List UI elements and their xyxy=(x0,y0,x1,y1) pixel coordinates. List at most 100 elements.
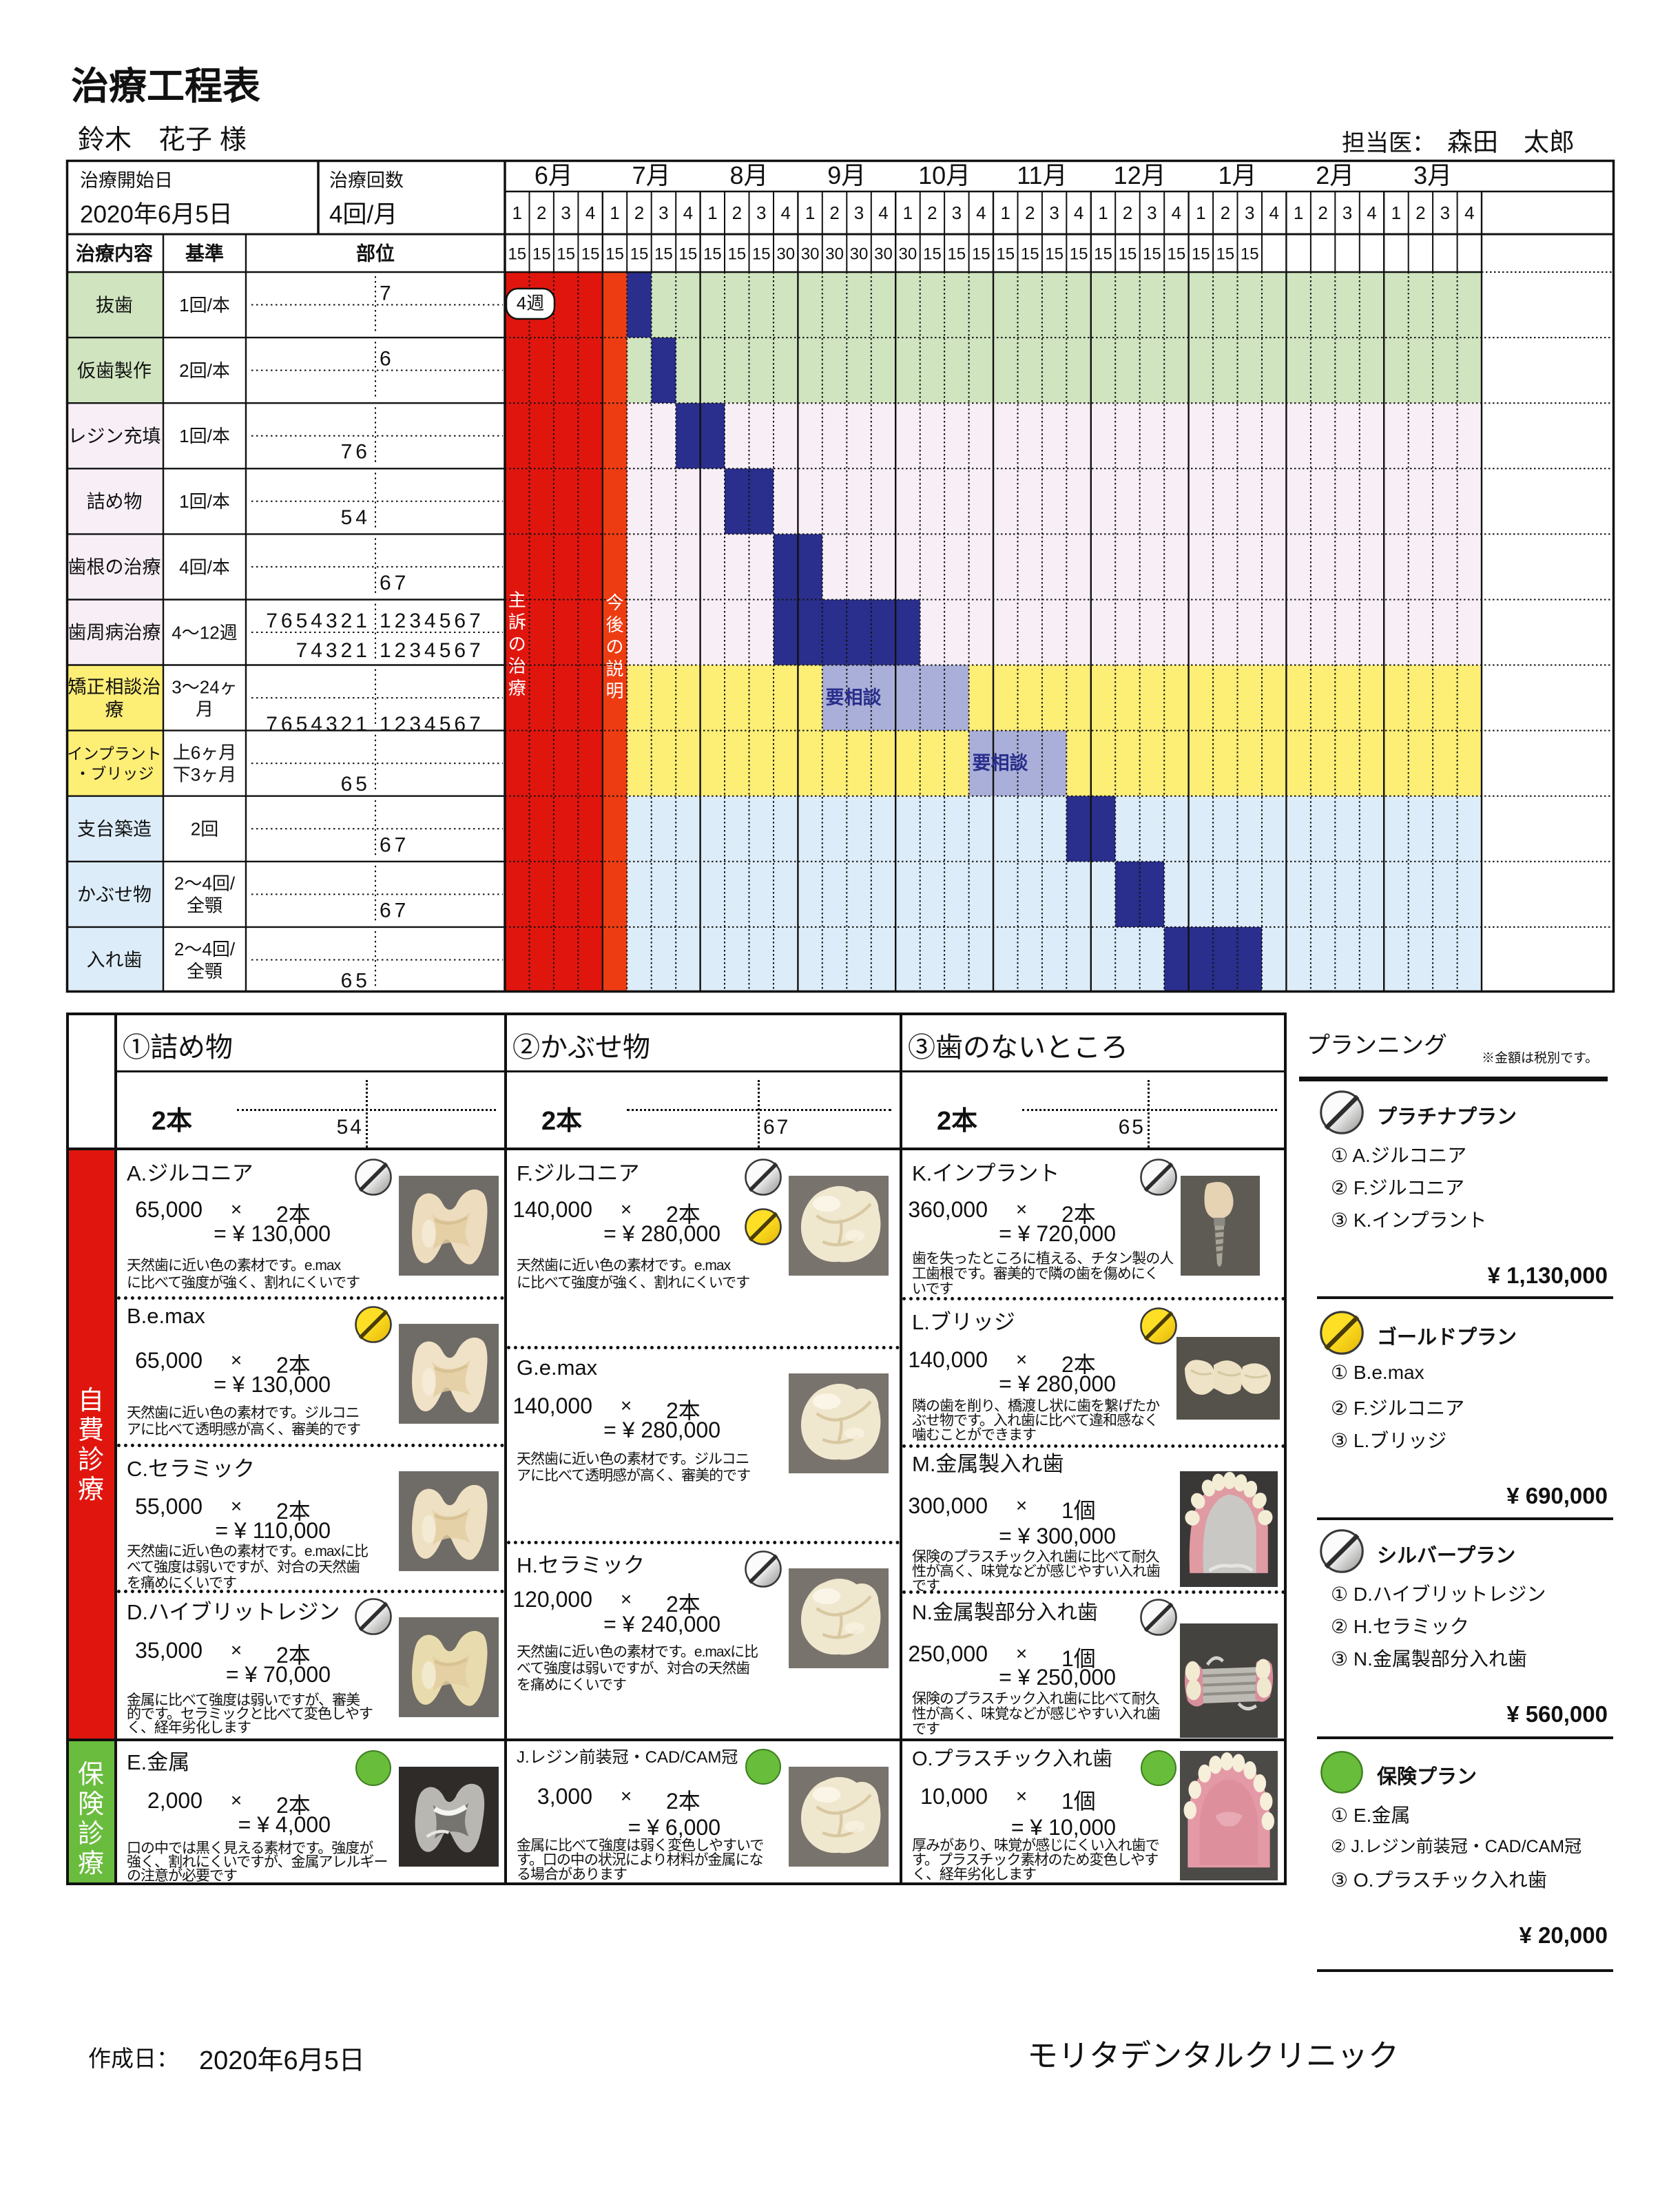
svg-text:の: の xyxy=(508,634,526,654)
svg-text:仮歯製作: 仮歯製作 xyxy=(77,360,152,381)
svg-text:今: 今 xyxy=(605,592,623,613)
svg-text:入れ歯: 入れ歯 xyxy=(87,950,143,970)
svg-text:1月: 1月 xyxy=(1218,161,1256,189)
svg-text:4: 4 xyxy=(976,203,986,223)
svg-text:30: 30 xyxy=(776,245,795,264)
svg-text:15: 15 xyxy=(1070,245,1088,264)
svg-text:15: 15 xyxy=(508,245,526,264)
svg-text:3: 3 xyxy=(854,203,864,223)
svg-text:1234567: 1234567 xyxy=(380,639,484,662)
svg-text:主: 主 xyxy=(508,590,526,610)
svg-text:54: 54 xyxy=(341,506,371,529)
svg-text:2: 2 xyxy=(1025,203,1035,223)
svg-text:2～4回/: 2～4回/ xyxy=(174,873,236,894)
svg-text:1: 1 xyxy=(1391,203,1401,223)
svg-text:治: 治 xyxy=(508,656,526,676)
svg-text:15: 15 xyxy=(1192,245,1210,264)
svg-text:詰め物: 詰め物 xyxy=(87,492,143,512)
svg-text:4: 4 xyxy=(683,203,693,223)
svg-text:12月: 12月 xyxy=(1114,161,1166,189)
svg-text:8月: 8月 xyxy=(729,161,768,189)
svg-text:2: 2 xyxy=(732,203,742,223)
svg-text:かぶせ物: かぶせ物 xyxy=(77,884,152,905)
svg-text:1: 1 xyxy=(1000,203,1010,223)
svg-text:15: 15 xyxy=(1143,245,1161,264)
svg-text:7月: 7月 xyxy=(632,161,671,189)
svg-text:6: 6 xyxy=(380,348,395,371)
svg-text:11月: 11月 xyxy=(1017,161,1067,189)
svg-text:3: 3 xyxy=(952,203,962,223)
svg-text:4～12週: 4～12週 xyxy=(172,622,237,643)
svg-text:15: 15 xyxy=(947,245,966,264)
svg-text:1回/本: 1回/本 xyxy=(179,491,230,512)
svg-text:15: 15 xyxy=(703,245,722,264)
svg-text:15: 15 xyxy=(1216,245,1234,264)
svg-text:30: 30 xyxy=(874,245,893,264)
svg-text:2: 2 xyxy=(1415,203,1425,223)
svg-text:2: 2 xyxy=(1123,203,1132,223)
svg-text:15: 15 xyxy=(1021,245,1039,264)
svg-text:15: 15 xyxy=(532,245,551,264)
svg-text:7654321: 7654321 xyxy=(266,713,371,736)
svg-text:15: 15 xyxy=(654,245,673,264)
svg-text:15: 15 xyxy=(972,245,991,264)
svg-text:15: 15 xyxy=(1045,245,1064,264)
svg-text:15: 15 xyxy=(581,245,600,264)
svg-text:65: 65 xyxy=(341,773,371,796)
svg-text:下3ヶ月: 下3ヶ月 xyxy=(173,765,236,785)
svg-text:3: 3 xyxy=(561,203,570,223)
svg-text:治療回数: 治療回数 xyxy=(329,170,404,191)
svg-text:10月: 10月 xyxy=(918,161,971,189)
svg-text:1234567: 1234567 xyxy=(380,713,484,736)
svg-text:1回/本: 1回/本 xyxy=(179,426,230,446)
svg-text:の: の xyxy=(605,636,623,657)
svg-text:訴: 訴 xyxy=(508,612,526,632)
svg-text:2: 2 xyxy=(927,203,937,223)
svg-text:インプラント: インプラント xyxy=(67,745,161,762)
svg-text:4: 4 xyxy=(1367,203,1376,223)
svg-text:部位: 部位 xyxy=(356,242,395,264)
svg-text:1: 1 xyxy=(1098,203,1108,223)
svg-text:療: 療 xyxy=(105,699,124,720)
svg-text:支台築造: 支台築造 xyxy=(77,819,152,840)
svg-text:7: 7 xyxy=(380,282,395,305)
svg-text:1: 1 xyxy=(903,203,913,223)
svg-text:7654321: 7654321 xyxy=(266,610,371,632)
svg-text:2020年6月5日: 2020年6月5日 xyxy=(80,201,233,228)
svg-text:3: 3 xyxy=(658,203,668,223)
svg-text:後: 後 xyxy=(605,614,623,635)
svg-text:2～4回/: 2～4回/ xyxy=(174,939,236,959)
svg-text:要相談: 要相談 xyxy=(826,687,882,708)
svg-text:30: 30 xyxy=(801,245,820,264)
svg-text:67: 67 xyxy=(380,833,409,856)
svg-text:15: 15 xyxy=(605,245,624,264)
svg-text:67: 67 xyxy=(380,899,409,922)
svg-text:要相談: 要相談 xyxy=(973,752,1029,774)
svg-text:6月: 6月 xyxy=(535,161,573,189)
svg-text:抜歯: 抜歯 xyxy=(96,295,133,315)
svg-text:4: 4 xyxy=(780,203,790,223)
svg-text:2: 2 xyxy=(1221,203,1230,223)
svg-text:9月: 9月 xyxy=(827,161,866,189)
svg-text:治療内容: 治療内容 xyxy=(76,242,153,264)
svg-text:4: 4 xyxy=(1074,203,1083,223)
svg-text:4: 4 xyxy=(878,203,888,223)
svg-text:4: 4 xyxy=(1269,203,1278,223)
svg-text:・ブリッジ: ・ブリッジ xyxy=(75,765,154,782)
svg-text:3: 3 xyxy=(1342,203,1352,223)
svg-text:3～24ヶ: 3～24ヶ xyxy=(172,677,237,698)
svg-text:歯根の治療: 歯根の治療 xyxy=(68,557,161,578)
svg-text:4: 4 xyxy=(585,203,595,223)
svg-text:治療開始日: 治療開始日 xyxy=(80,170,173,191)
svg-text:2: 2 xyxy=(1318,203,1327,223)
svg-text:74321: 74321 xyxy=(296,639,371,662)
svg-text:基準: 基準 xyxy=(185,242,224,264)
svg-text:月: 月 xyxy=(196,699,214,720)
svg-text:65: 65 xyxy=(341,970,371,993)
svg-text:3: 3 xyxy=(1440,203,1450,223)
svg-text:3: 3 xyxy=(1245,203,1254,223)
svg-text:30: 30 xyxy=(850,245,869,264)
svg-text:15: 15 xyxy=(996,245,1015,264)
svg-text:4回/本: 4回/本 xyxy=(179,557,230,577)
svg-text:1: 1 xyxy=(1196,203,1205,223)
